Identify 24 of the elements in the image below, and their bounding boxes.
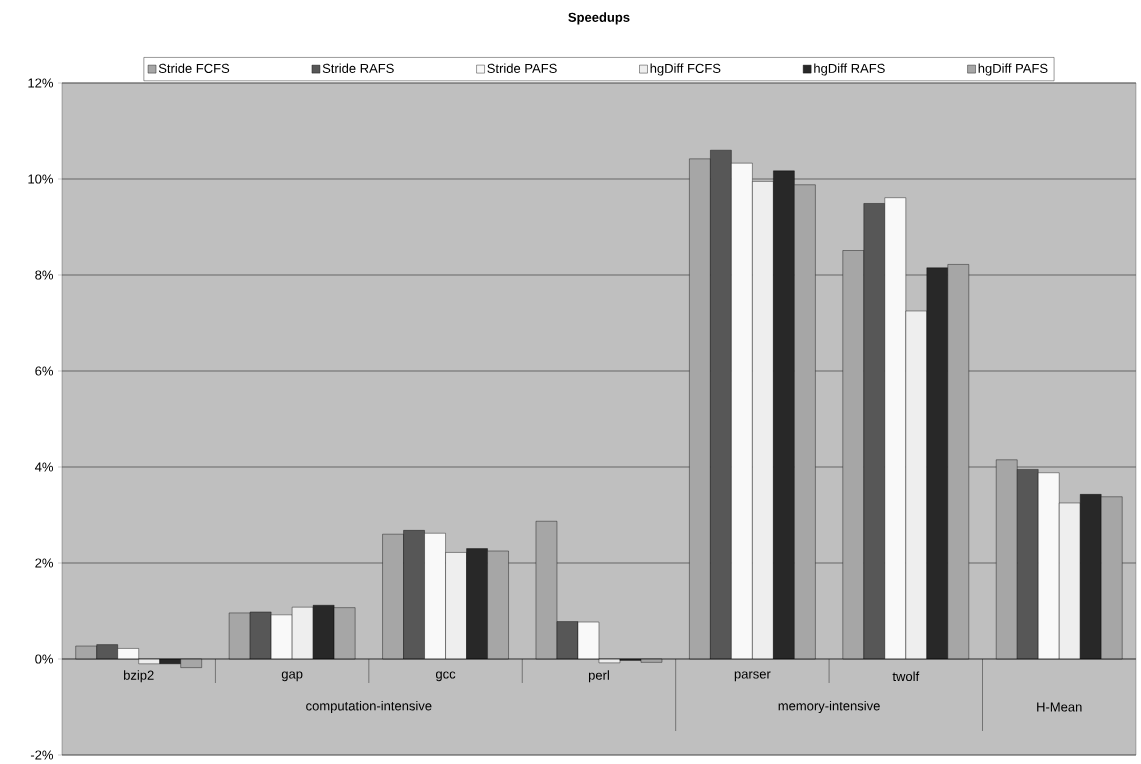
x-tick-label: gap [281,671,303,682]
y-tick-label: 12% [28,78,53,88]
legend-label: Stride RAFS [322,63,394,74]
annotation: computation-intensive [306,700,432,714]
x-tick-label: H-Mean [1037,702,1082,712]
x-tick-label: bzip2 [124,670,154,683]
legend-label: hgDiff PAFS [978,63,1048,76]
legend-label: Stride PAFS [487,63,557,74]
y-tick-label: 10% [28,174,53,184]
x-tick-label: perl [588,670,609,683]
x-tick-label: gcc [435,671,456,682]
y-tick-label: 2% [35,558,53,568]
legend-label: Stride FCFS [158,63,230,74]
x-tick-label: parser [734,671,771,682]
y-tick-label: 0% [35,654,53,664]
legend-label: hgDiff RAFS [814,63,885,76]
y-tick-label: 8% [35,270,53,280]
legend-label: hgDiff FCFS [650,63,721,76]
x-tick-label: twolf [892,671,920,682]
y-tick-label: -2% [30,750,53,760]
annotation: memory-intensive [778,700,880,714]
y-tick-label: 4% [34,462,53,472]
y-tick-label: 6% [35,366,53,376]
chart-title: Speedups [568,12,630,25]
